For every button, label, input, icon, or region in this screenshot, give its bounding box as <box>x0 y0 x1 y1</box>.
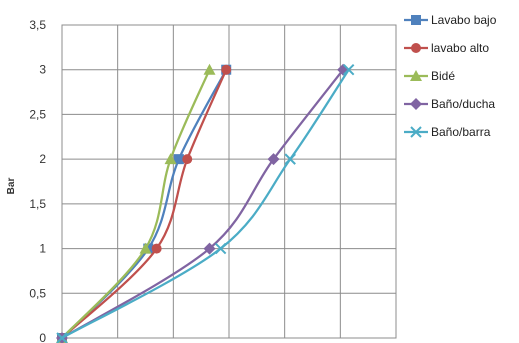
data-point-bid <box>139 242 152 254</box>
legend-item-ba-o-barra: Baño/barra <box>404 125 491 139</box>
legend-item-lavabo-bajo: Lavabo bajo <box>404 13 497 27</box>
y-tick-label: 0,5 <box>29 286 46 300</box>
data-point-ba-o-barra <box>342 64 355 76</box>
legend-label: Bidé <box>431 69 455 83</box>
series-line-ba-o-barra <box>61 69 350 339</box>
y-tick-label: 0 <box>39 331 46 343</box>
legend-item-bid: Bidé <box>404 69 455 83</box>
legend-marker <box>410 126 422 138</box>
legend-marker <box>410 70 422 81</box>
data-point-bid <box>164 153 177 165</box>
legend-item-lavabo-alto: lavabo alto <box>404 41 489 55</box>
data-point-ba-o-barra <box>214 242 227 255</box>
y-tick-label: 3 <box>39 63 46 77</box>
data-point-ba-o-barra-stroke <box>284 153 296 165</box>
y-tick-label: 2,5 <box>29 107 46 121</box>
data-point-ba-o-ducha <box>203 242 216 255</box>
data-point-bid <box>203 63 216 75</box>
legend-marker <box>411 15 421 25</box>
y-axis-label: Bar <box>6 178 17 195</box>
data-point-ba-o-ducha <box>267 153 280 166</box>
data-point-ba-o-barra-stroke <box>214 242 227 255</box>
y-tick-label: 2 <box>39 152 46 166</box>
series-line-lavabo-alto <box>61 69 228 339</box>
data-point-ba-o-barra <box>284 153 296 165</box>
series-ba-o-barra <box>56 64 355 343</box>
series-line-ba-o-ducha <box>61 69 345 339</box>
legend-item-ba-o-ducha: Baño/ducha <box>404 97 495 111</box>
series-lines <box>56 63 355 343</box>
legend-label: Lavabo bajo <box>431 13 497 27</box>
data-point-lavabo-alto <box>151 243 162 254</box>
data-point-lavabo-alto <box>182 154 193 165</box>
y-axis-ticks: 0 0,5 1 1,5 2 2,5 3 3,5 <box>29 18 46 343</box>
y-tick-label: 1 <box>39 242 46 256</box>
data-point-lavabo-bajo <box>173 154 184 165</box>
data-point-lavabo-alto <box>221 64 232 75</box>
legend-marker-stroke <box>410 126 422 138</box>
data-point-ba-o-barra-stroke <box>56 332 68 343</box>
series-line-bid <box>61 69 211 339</box>
y-tick-label: 3,5 <box>29 18 46 32</box>
legend-label: Baño/ducha <box>431 97 495 111</box>
legend: Lavabo bajo lavabo alto Bidé Baño/ducha Baño… <box>404 13 497 139</box>
data-point-ba-o-barra-stroke <box>342 64 355 76</box>
y-tick-label: 1,5 <box>29 197 46 211</box>
legend-marker <box>410 98 422 110</box>
legend-marker <box>411 43 421 53</box>
legend-label: Baño/barra <box>431 125 491 139</box>
legend-label: lavabo alto <box>431 41 489 55</box>
data-point-ba-o-barra <box>56 332 68 343</box>
